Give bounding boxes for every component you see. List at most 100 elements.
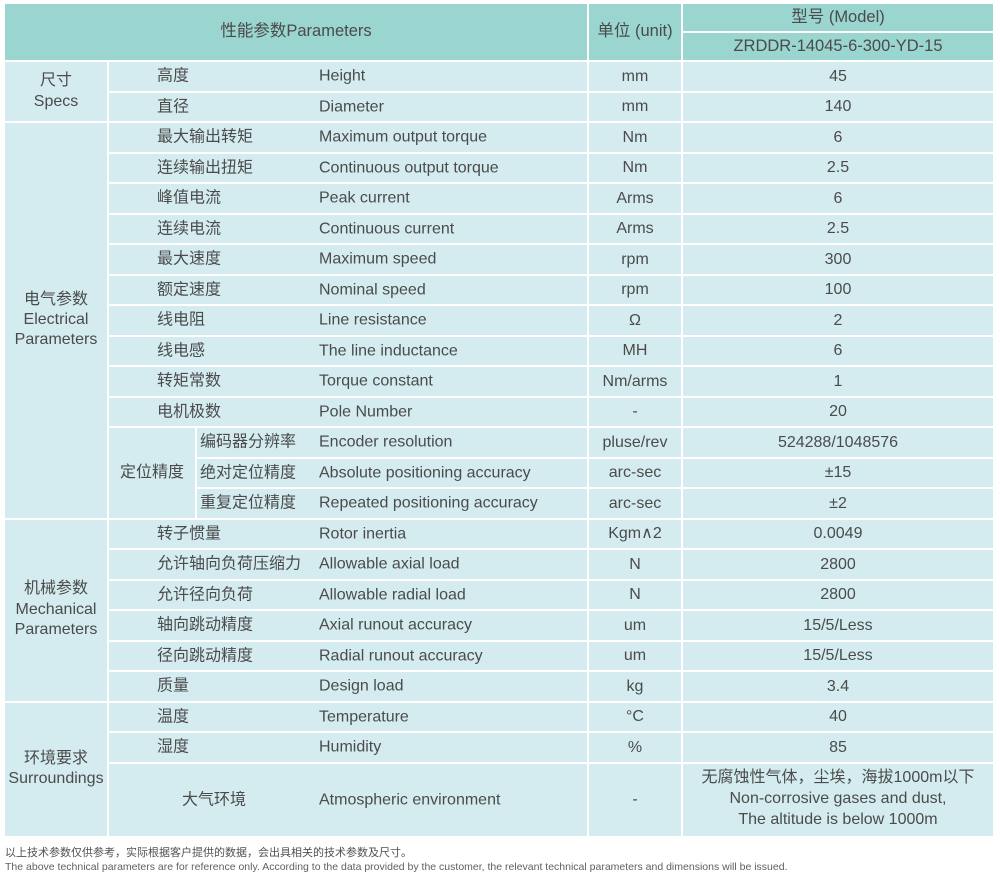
param-label-cn: 绝对定位精度: [200, 464, 297, 482]
param-label-en: Repeated positioning accuracy: [319, 494, 538, 512]
value-cell: 6: [683, 184, 993, 213]
value-cell: 100: [683, 275, 993, 304]
table-row: 最大速度 Maximum speed rpm 300: [5, 245, 993, 274]
table-row: 环境要求 Surroundings 温度 Temperature °C 40: [5, 702, 993, 836]
param-label-cell: 高度 Height: [109, 62, 587, 91]
header-model-value: ZRDDR-14045-6-300-YD-15: [683, 33, 993, 60]
unit-cell: kg: [589, 672, 681, 701]
unit-cell: Nm/arms: [589, 367, 681, 396]
table-row: 尺寸 Specs 高度 Height mm 45: [5, 62, 993, 121]
param-label-en: Allowable radial load: [319, 586, 466, 604]
param-label-cn: 轴向跳动精度: [157, 616, 254, 634]
unit-cell: um: [589, 611, 681, 640]
footer-note-cn: 以上技术参数仅供参考，实际根据客户提供的数据，会出具相关的技术参数及尺寸。: [5, 846, 412, 859]
unit-cell: %: [589, 733, 681, 762]
motor-spec-sheet: 性能参数Parameters 单位 (unit) 型号 (Model) ZRDD…: [3, 2, 995, 875]
param-label-cn: 连续输出扭矩: [157, 159, 254, 177]
param-label-cell: 连续输出扭矩 Continuous output torque: [109, 153, 587, 182]
param-label-en: Continuous output torque: [319, 159, 499, 177]
param-label-cell: 温度 Temperature: [109, 702, 587, 731]
param-label-en: Maximum speed: [319, 250, 437, 268]
table-row: 转矩常数 Torque constant Nm/arms 1: [5, 367, 993, 396]
param-label-cell: 转矩常数 Torque constant: [109, 367, 587, 396]
value-cell: 15/5/Less: [683, 611, 993, 640]
param-label-cn: 重复定位精度: [200, 494, 297, 512]
table-row: 直径 Diameter mm 140: [5, 92, 993, 121]
param-label-cn: 转子惯量: [157, 525, 222, 543]
param-label-cn: 电机极数: [157, 403, 222, 421]
param-label-cell: 大气环境 Atmospheric environment: [109, 763, 587, 836]
category-label-cn: 环境要求: [23, 749, 88, 767]
unit-cell: N: [589, 550, 681, 579]
value-cell: 2.5: [683, 214, 993, 243]
param-label-en: Allowable axial load: [319, 555, 460, 573]
param-label-en: Humidity: [319, 738, 382, 756]
unit-cell: -: [589, 397, 681, 426]
table-row: 允许径向负荷 Allowable radial load N 2800: [5, 580, 993, 609]
table-row: 线电感 The line inductance MH 6: [5, 336, 993, 365]
table-row: 径向跳动精度 Radial runout accuracy um 15/5/Le…: [5, 641, 993, 670]
value-cell: 524288/1048576: [683, 428, 993, 457]
value-cell: 6: [683, 336, 993, 365]
unit-cell: arc-sec: [589, 458, 681, 487]
category-label-en: Electrical Parameters: [14, 311, 98, 349]
unit-cell: Kgm∧2: [589, 519, 681, 548]
param-label-en: Atmospheric environment: [319, 790, 501, 808]
param-label-en: Absolute positioning accuracy: [319, 464, 531, 482]
param-label-en: The line inductance: [319, 342, 458, 360]
table-row: 质量 Design load kg 3.4: [5, 672, 993, 701]
param-label-cn: 湿度: [157, 738, 190, 756]
param-label-cn: 最大速度: [157, 250, 222, 268]
unit-cell: Arms: [589, 214, 681, 243]
unit-cell: °C: [589, 702, 681, 731]
param-label-cell: 允许轴向负荷压缩力 Allowable axial load: [109, 550, 587, 579]
unit-cell: MH: [589, 336, 681, 365]
value-cell: 40: [683, 702, 993, 731]
value-cell: 2.5: [683, 153, 993, 182]
table-row: 连续输出扭矩 Continuous output torque Nm 2.5: [5, 153, 993, 182]
unit-cell: rpm: [589, 245, 681, 274]
param-label-en: Nominal speed: [319, 281, 426, 299]
param-label-cell: 绝对定位精度 Absolute positioning accuracy: [197, 458, 587, 487]
subcategory-positioning-accuracy: 定位精度: [109, 428, 195, 518]
table-row: 电气参数 Electrical Parameters 最大输出转矩 Maximu…: [5, 123, 993, 518]
unit-cell: Arms: [589, 184, 681, 213]
param-label-cn: 额定速度: [157, 281, 222, 299]
header-parameters: 性能参数Parameters: [5, 4, 587, 60]
spec-table: 性能参数Parameters 单位 (unit) 型号 (Model) ZRDD…: [3, 2, 995, 838]
unit-cell: arc-sec: [589, 489, 681, 518]
param-label-cell: 允许径向负荷 Allowable radial load: [109, 580, 587, 609]
value-cell: 0.0049: [683, 519, 993, 548]
table-row: 机械参数 Mechanical Parameters 转子惯量 Rotor in…: [5, 519, 993, 701]
footer-notes: 以上技术参数仅供参考，实际根据客户提供的数据，会出具相关的技术参数及尺寸。 Th…: [5, 846, 995, 875]
table-row: 电机极数 Pole Number - 20: [5, 397, 993, 426]
unit-cell: mm: [589, 62, 681, 91]
value-line-en: The altitude is below 1000m: [738, 810, 938, 828]
param-label-cn: 线电感: [157, 342, 206, 360]
value-cell: 20: [683, 397, 993, 426]
param-label-en: Encoder resolution: [319, 433, 453, 451]
category-mechanical: 机械参数 Mechanical Parameters: [5, 519, 107, 701]
unit-cell: Ω: [589, 306, 681, 335]
param-label-en: Radial runout accuracy: [319, 647, 483, 665]
table-row: 线电阻 Line resistance Ω 2: [5, 306, 993, 335]
table-row: 绝对定位精度 Absolute positioning accuracy arc…: [5, 458, 993, 487]
param-label-en: Pole Number: [319, 403, 413, 421]
param-label-cell: 质量 Design load: [109, 672, 587, 701]
table-row: 额定速度 Nominal speed rpm 100: [5, 275, 993, 304]
param-label-cell: 最大输出转矩 Maximum output torque: [109, 123, 587, 152]
unit-cell: -: [589, 763, 681, 836]
param-label-en: Line resistance: [319, 311, 427, 329]
unit-cell: Nm: [589, 153, 681, 182]
param-label-cn: 线电阻: [157, 311, 206, 329]
param-label-cn: 高度: [157, 67, 190, 85]
param-label-en: Diameter: [319, 98, 384, 116]
category-label-cn: 尺寸: [39, 72, 72, 90]
param-label-cell: 线电感 The line inductance: [109, 336, 587, 365]
param-label-cell: 连续电流 Continuous current: [109, 214, 587, 243]
value-cell: 2800: [683, 550, 993, 579]
value-cell: 300: [683, 245, 993, 274]
value-cell: 6: [683, 123, 993, 152]
value-line-en: Non-corrosive gases and dust,: [729, 790, 947, 808]
param-label-cn: 允许径向负荷: [157, 586, 254, 604]
